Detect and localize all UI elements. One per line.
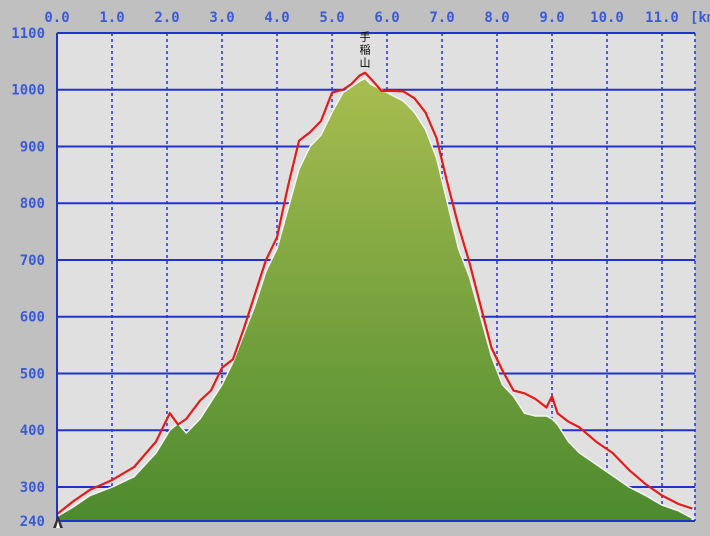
x-tick-label: 9.0 <box>539 10 564 26</box>
y-tick-label: 700 <box>20 253 45 269</box>
x-unit-label: [km] <box>690 10 710 26</box>
route-polyline <box>56 71 693 516</box>
x-tick-label: 2.0 <box>154 10 179 26</box>
y-tick-label: 500 <box>20 366 45 382</box>
peak-annotation: 手稲山 <box>360 30 371 70</box>
x-tick-label: 3.0 <box>209 10 234 26</box>
y-tick-label: 300 <box>20 480 45 496</box>
x-tick-label: 8.0 <box>484 10 509 26</box>
x-tick-label: 5.0 <box>319 10 344 26</box>
x-tick-labels: 0.0 1.0 2.0 3.0 4.0 5.0 6.0 7.0 8.0 9.0 10.0 11.0 <box>44 10 679 26</box>
y-tick-labels: 300 400 500 600 700 800 900 1000 1100 <box>11 26 45 496</box>
y-tick-label: 1100 <box>11 26 45 42</box>
y-bottom-label: 240 <box>20 514 45 530</box>
y-tick-label: 900 <box>20 139 45 155</box>
x-tick-label: 1.0 <box>99 10 124 26</box>
y-tick-label: 400 <box>20 423 45 439</box>
x-tick-label: 0.0 <box>44 10 69 26</box>
x-tick-label: 7.0 <box>429 10 454 26</box>
x-tick-label: 4.0 <box>264 10 289 26</box>
x-tick-label: 6.0 <box>374 10 399 26</box>
y-tick-label: 1000 <box>11 83 45 99</box>
y-tick-label: 600 <box>20 310 45 326</box>
x-tick-label: 11.0 <box>645 10 679 26</box>
start-marker-icon <box>53 515 63 528</box>
y-tick-label: 800 <box>20 196 45 212</box>
route-line <box>56 71 693 516</box>
x-tick-label: 10.0 <box>590 10 624 26</box>
peak-name-label: 手稲山 <box>360 30 371 70</box>
